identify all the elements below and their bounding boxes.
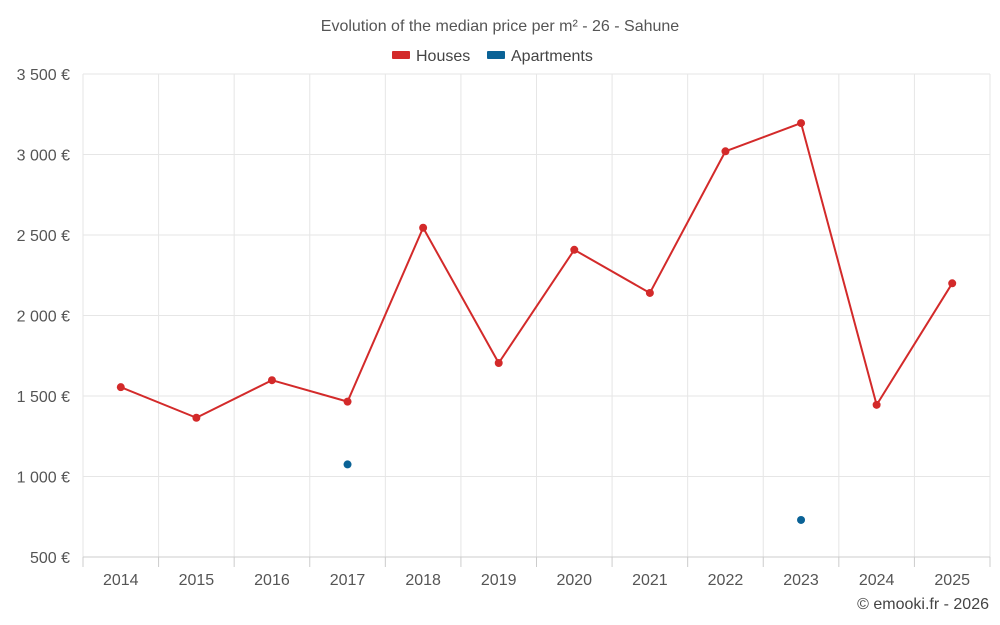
x-tick-label: 2025 [934,572,970,589]
x-tick-label: 2022 [708,572,744,589]
y-tick-label: 2 000 € [17,309,70,326]
legend-label-apartments: Apartments [511,48,593,65]
legend-item-apartments[interactable]: Apartments [487,48,593,65]
data-point-houses[interactable] [948,279,957,288]
x-tick-label: 2018 [405,572,441,589]
legend-item-houses[interactable]: Houses [392,48,470,65]
x-tick-label: 2015 [179,572,215,589]
x-tick-label: 2016 [254,572,290,589]
legend-swatch-apartments [487,51,505,59]
legend-swatch-houses [392,51,410,59]
y-axis: 500 € 1 000 € 1 500 € 2 000 € 2 500 € 3 000 €… [17,67,70,567]
data-point-houses[interactable] [267,376,276,385]
x-tick-label: 2023 [783,572,819,589]
legend: Houses Apartments [392,48,593,65]
credit-text: © emooki.fr - 2026 [857,596,989,613]
chart-title: Evolution of the median price per m² - 2… [321,18,680,35]
data-point-houses[interactable] [570,245,579,254]
series-apartments [343,460,806,524]
x-tick-label: 2024 [859,572,895,589]
data-point-houses[interactable] [872,400,881,409]
data-point-houses[interactable] [494,358,503,367]
y-tick-label: 1 500 € [17,389,70,406]
data-point-houses[interactable] [645,288,654,297]
data-point-houses[interactable] [116,383,125,392]
data-point-houses[interactable] [419,223,428,232]
data-point-houses[interactable] [192,413,201,422]
x-tick-label: 2017 [330,572,366,589]
data-point-houses[interactable] [343,397,352,406]
x-tick-label: 2014 [103,572,139,589]
y-tick-label: 2 500 € [17,228,70,245]
series-line-houses [120,122,954,419]
legend-label-houses: Houses [416,48,470,65]
x-tick-label: 2019 [481,572,517,589]
x-tick-label: 2021 [632,572,668,589]
data-point-apartments[interactable] [343,460,352,469]
y-tick-label: 500 € [30,550,70,567]
data-point-houses[interactable] [797,119,806,128]
series-houses [116,119,957,422]
data-point-houses[interactable] [721,147,730,156]
grid [82,73,991,557]
series-layer [116,119,957,524]
data-point-apartments[interactable] [797,515,806,524]
y-tick-label: 3 000 € [17,148,70,165]
x-axis: 2014 2015 2016 2017 2018 2019 2020 2021 2022 2023… [82,556,991,589]
y-tick-label: 1 000 € [17,470,70,487]
x-tick-label: 2020 [556,572,592,589]
y-tick-label: 3 500 € [17,67,70,84]
